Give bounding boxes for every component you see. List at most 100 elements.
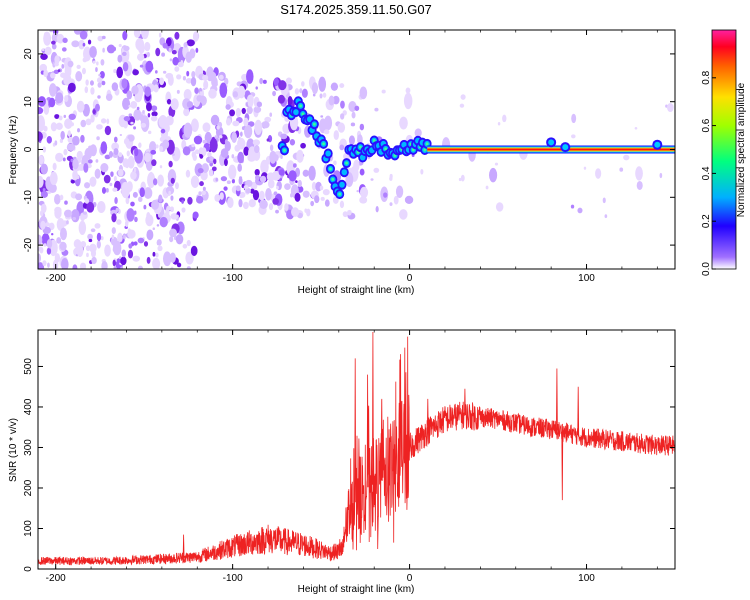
spectrogram-noise-blob	[197, 167, 204, 174]
spectrogram-noise-blob	[87, 159, 93, 164]
spectrogram-noise-blob	[75, 71, 83, 82]
spectrogram-noise-blob	[296, 149, 304, 163]
spectrogram-noise-blob	[165, 72, 174, 80]
spectrogram-noise-blob	[240, 131, 243, 137]
spectrogram-noise-blob	[238, 199, 243, 208]
spectrogram-noise-blob	[356, 189, 360, 193]
spectrogram-signal-track	[277, 96, 675, 200]
spectrogram-noise-blob	[228, 164, 237, 180]
spectrogram-noise-blob	[399, 116, 408, 130]
spectrogram-noise-blob	[138, 196, 143, 203]
spectrogram-noise-blob	[54, 140, 58, 146]
spectrogram-y-tick-label: -10	[23, 190, 34, 205]
spectrogram-y-tick-label: 20	[23, 48, 34, 60]
spectrogram-noise-blob	[72, 217, 77, 221]
spectrogram-noise-blob	[269, 144, 274, 152]
spectrogram-noise-blob	[111, 213, 117, 223]
colorbar-ticks: 0.0 0.2 0.4 0.6 0.8	[701, 70, 716, 276]
spectrogram-noise-blob	[225, 104, 231, 110]
snr-y-tick-label: 500	[23, 358, 34, 375]
spectrogram-noise-blob	[168, 47, 172, 53]
spectrogram-noise-blob	[494, 162, 499, 166]
signal-blob-core	[283, 148, 286, 152]
spectrogram-noise-blob	[310, 200, 315, 207]
spectrogram-noise-blob	[169, 228, 177, 238]
spectrogram-noise-blob	[150, 105, 158, 112]
spectrogram-noise-blob	[405, 87, 411, 94]
spectrogram-noise-blob	[71, 40, 80, 48]
spectrogram-noise-blob	[186, 70, 190, 77]
spectrogram-noise-blob	[81, 67, 86, 75]
spectrogram-noise-blob	[185, 251, 194, 265]
spectrogram-noise-blob	[85, 245, 91, 252]
spectrogram-noise-blob	[157, 174, 164, 187]
spectrogram-noise-blob	[144, 152, 152, 163]
spectrogram-noise-blob	[389, 173, 393, 179]
spectrogram-noise-blob	[134, 92, 143, 103]
spectrogram-noise-blob	[94, 223, 101, 229]
spectrogram-noise-blob	[237, 163, 242, 172]
spectrogram-noise-blob	[182, 243, 188, 249]
spectrogram-noise-blob	[191, 71, 196, 78]
spectrogram-y-tick-label: 0	[23, 146, 34, 152]
spectrogram-noise-blob	[97, 35, 104, 42]
signal-blob-core	[331, 177, 335, 181]
spectrogram-noise-blob	[127, 134, 135, 142]
spectrogram-noise-blob	[151, 159, 157, 167]
spectrogram-noise-blob	[183, 88, 192, 101]
spectrogram-noise-blob	[243, 184, 249, 190]
spectrogram-noise-blob	[72, 264, 78, 269]
spectrogram-noise-blob	[49, 30, 53, 33]
spectrogram-noise-blob	[203, 80, 209, 90]
signal-blob-core	[329, 167, 332, 171]
spectrogram-noise-blob	[634, 126, 638, 130]
spectrogram-noise-blob	[48, 222, 55, 231]
spectrogram-noise-blob	[301, 81, 305, 87]
spectrogram-noise-blob	[63, 148, 68, 156]
spectrogram-noise-blob	[80, 134, 85, 143]
spectrogram-noise-blob	[101, 80, 106, 86]
spectrogram-noise-blob	[138, 142, 142, 148]
colorbar-tick-label: 0.6	[701, 118, 712, 132]
spectrogram-noise-blob	[183, 122, 193, 138]
spectrogram-noise-blob	[571, 134, 576, 139]
spectrogram-noise-blob	[143, 187, 153, 199]
spectrogram-noise-blob	[348, 135, 355, 146]
spectrogram-noise-blob	[133, 167, 137, 173]
spectrogram-noise-blob	[98, 73, 101, 77]
spectrogram-noise-blob	[140, 122, 147, 128]
spectrogram-noise-blob	[146, 229, 154, 241]
spectrogram-noise-blob	[233, 168, 236, 171]
spectrogram-noise-blob	[166, 37, 172, 47]
spectrogram-noise-blob	[132, 191, 138, 198]
spectrogram-noise-blob	[399, 209, 408, 220]
spectrogram-noise-blob	[169, 252, 176, 263]
spectrogram-noise-blob	[152, 178, 158, 186]
spectrogram-noise-blob	[174, 66, 180, 72]
spectrogram-noise-blob	[208, 169, 214, 177]
colorbar: 0.0 0.2 0.4 0.6 0.8 Normalized spectral ampl…	[701, 29, 747, 276]
spectrogram-noise-blob	[271, 170, 281, 181]
spectrogram-noise-blob	[149, 141, 157, 153]
spectrogram-noise-blob	[155, 252, 159, 258]
spectrogram-noise-blob	[404, 195, 414, 204]
spectrogram-noise-blob	[61, 47, 67, 52]
spectrogram-noise-blob	[239, 193, 244, 199]
spectrogram-noise-blob	[132, 255, 141, 262]
spectrogram-noise-blob	[266, 138, 270, 142]
spectrogram-noise-blob	[39, 210, 44, 217]
spectrogram-noise-blob	[96, 136, 100, 141]
spectrogram-noise-blob	[97, 82, 102, 88]
spectrogram-noise-blob	[123, 116, 131, 122]
spectrogram-noise-blob	[186, 39, 195, 47]
snr-panel: -200 -100 0 100 0 100 200 300 400 500 Height of s…	[8, 329, 676, 595]
spectrogram-noise-blob	[458, 177, 462, 182]
spectrogram-noise-blob	[127, 229, 136, 239]
spectrogram-noise-blob	[209, 156, 214, 162]
spectrogram-noise-blob	[265, 188, 272, 201]
spectrogram-noise-blob	[272, 198, 279, 205]
spectrogram-noise-blob	[159, 216, 168, 228]
spectrogram-noise-blob	[60, 72, 67, 78]
spectrogram-noise-blob	[252, 189, 260, 201]
spectrogram-noise-blob	[291, 207, 300, 217]
